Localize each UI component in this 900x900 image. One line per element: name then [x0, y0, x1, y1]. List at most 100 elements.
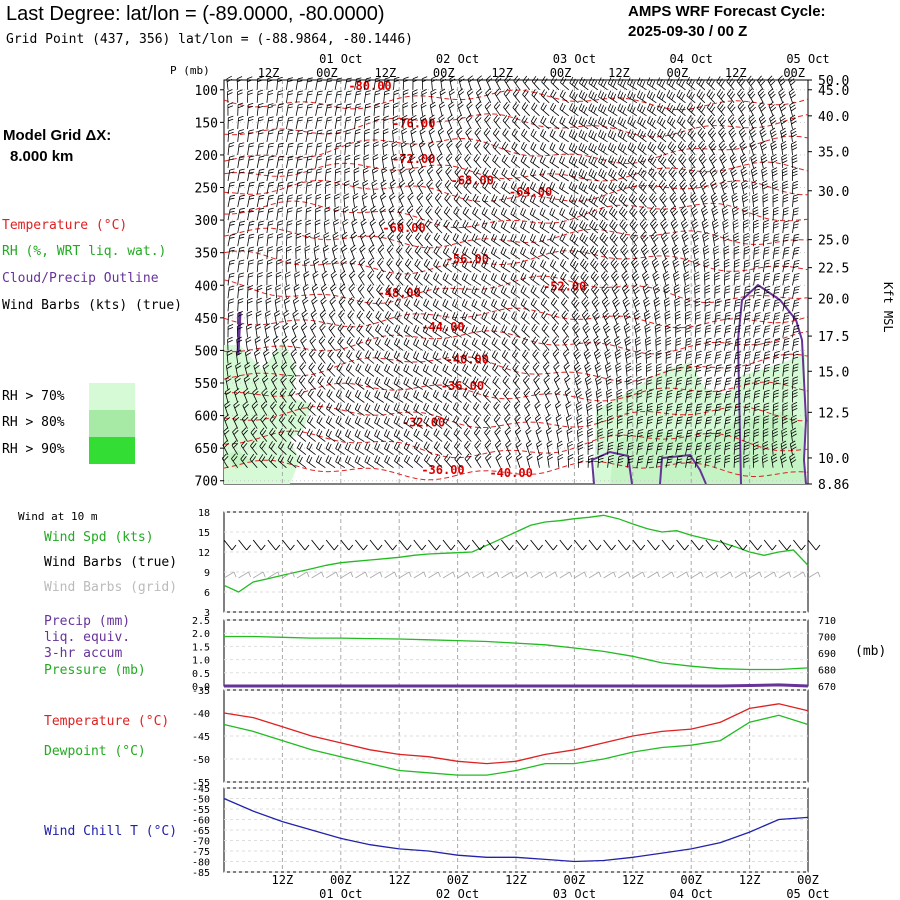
wind-barb: [393, 390, 404, 403]
wind-barb: [722, 219, 729, 234]
wind-barb: [278, 441, 287, 455]
wind-barb: [358, 257, 366, 273]
wind-barb: [598, 77, 608, 91]
wind-barb: [714, 285, 721, 299]
wind-barb: [227, 220, 236, 234]
wind-barb: [318, 336, 326, 351]
wind-barb: [569, 246, 579, 260]
wind-barb: [540, 129, 550, 143]
wind-barb: [575, 401, 583, 416]
wind-barb: [393, 102, 399, 116]
wind-barb: [299, 362, 307, 377]
wind-barb: [338, 297, 346, 312]
wind-barb: [366, 297, 375, 312]
wind-barb: [674, 310, 681, 325]
panel-y-tick-label: 12: [198, 548, 210, 559]
wind-barb: [461, 324, 472, 338]
wind-barb: [457, 101, 464, 116]
wind-barb: [736, 75, 745, 91]
wind-barb: [491, 298, 501, 312]
wind-barb: [403, 454, 414, 469]
wind-barb: [790, 127, 797, 142]
wind-barb: [325, 442, 336, 456]
wind-barb: [578, 168, 589, 182]
wind-barb: [235, 362, 242, 377]
surface-wind-barb: [282, 539, 295, 551]
wind-barb: [282, 322, 289, 338]
temperature-contour: [223, 381, 809, 402]
wind-barb: [283, 297, 290, 312]
wind-barb: [549, 155, 560, 169]
wind-barb: [246, 76, 253, 90]
wind-barb: [417, 179, 424, 195]
wind-barb: [306, 455, 316, 469]
wind-barb: [227, 234, 236, 247]
height-tick-label: 35.0: [818, 146, 849, 161]
wind-barb: [628, 167, 638, 182]
wind-barb: [792, 273, 800, 286]
wind-barb: [501, 337, 511, 351]
wind-barb: [568, 194, 579, 208]
wind-barb: [694, 284, 701, 299]
wind-barb: [236, 336, 243, 351]
wind-barb: [618, 168, 628, 182]
wind-barb: [464, 153, 472, 169]
wind-barb: [740, 166, 748, 182]
wind-barb: [269, 427, 277, 442]
wind-barb: [772, 415, 779, 429]
wind-barb: [247, 272, 254, 286]
wind-barb: [655, 455, 664, 468]
wind-barb: [493, 114, 501, 130]
wind-barb: [743, 377, 751, 390]
wind-barb: [334, 129, 342, 142]
wind-barb: [685, 311, 691, 325]
wind-barb: [724, 390, 732, 403]
wind-barb: [716, 89, 726, 104]
wind-barb: [625, 362, 632, 377]
wind-barb: [743, 298, 751, 312]
wind-barb: [569, 90, 579, 104]
grid-wind-barb: [603, 571, 617, 579]
wind-barb: [656, 103, 667, 117]
wind-barb: [240, 453, 248, 468]
wind-barb: [315, 116, 323, 129]
wind-barb: [762, 364, 771, 377]
wind-barb: [349, 257, 356, 273]
wind-barb: [639, 206, 648, 221]
wind-barb: [598, 194, 608, 208]
wind-barb: [466, 88, 474, 103]
wind-barb: [646, 90, 657, 104]
wind-barb: [724, 364, 732, 377]
grid-wind-barb: [690, 571, 704, 579]
wind-barb: [711, 205, 719, 221]
wind-barb: [393, 416, 404, 429]
wind-barb: [315, 193, 322, 208]
wind-barb: [403, 311, 414, 325]
wind-barb: [467, 75, 474, 90]
grid-wind-barb: [574, 571, 587, 579]
wind-barb: [513, 401, 521, 416]
wind-barb: [266, 207, 274, 221]
wind-barb: [546, 440, 553, 455]
wind-barb: [355, 363, 365, 377]
wind-barb: [335, 442, 346, 456]
wind-barb: [697, 115, 706, 130]
wind-barb: [678, 154, 687, 169]
grid-wind-barb: [252, 571, 266, 579]
wind-barb: [326, 389, 336, 403]
wind-barb: [510, 259, 521, 273]
wind-barb: [405, 232, 414, 247]
wind-barb: [690, 205, 699, 221]
wind-barb: [322, 245, 329, 260]
wind-barb: [449, 75, 456, 90]
wind-barb: [433, 428, 443, 442]
wind-barb: [272, 336, 280, 351]
pressure-tick-label: 100: [195, 84, 218, 99]
wind-barb: [579, 233, 589, 247]
wind-barb: [710, 179, 718, 195]
time-tick-label-top: 00Z: [783, 66, 805, 80]
wind-barb: [249, 453, 258, 468]
wind-barb: [525, 427, 532, 442]
wind-barb: [286, 233, 293, 247]
wind-barb: [313, 258, 320, 273]
